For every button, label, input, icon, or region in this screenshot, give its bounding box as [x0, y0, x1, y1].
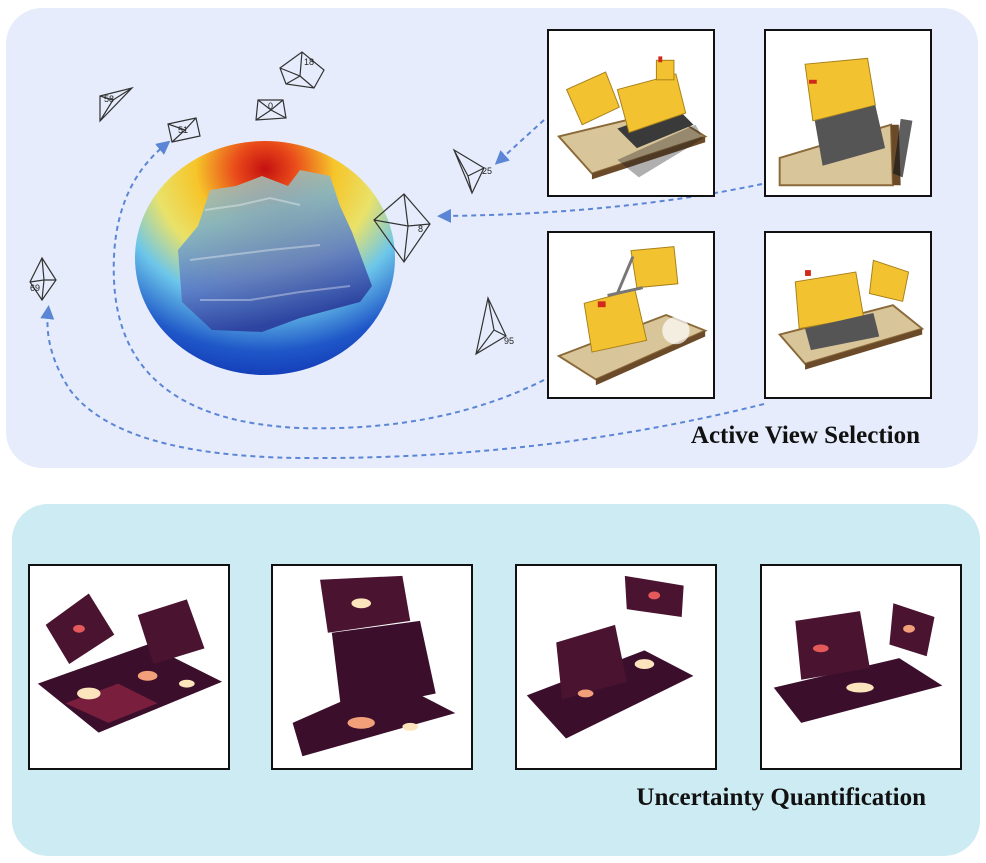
lego-bulldozer-render [777, 259, 925, 370]
camera-label: 69 [30, 283, 40, 293]
camera-icon [452, 148, 485, 195]
camera-label: 18 [304, 57, 314, 67]
lego-bulldozer-render [556, 56, 708, 180]
uncertainty-sphere [135, 141, 395, 375]
arrow-to-camera-69 [40, 305, 765, 460]
arrow-to-camera-51 [112, 140, 545, 430]
camera-icon [255, 99, 287, 121]
uncertainty-map-1 [28, 564, 230, 770]
camera-icon [29, 256, 57, 302]
camera-icon [279, 51, 325, 89]
camera-icon [373, 193, 431, 264]
camera-label: 51 [178, 125, 188, 135]
lego-bulldozer-render [778, 57, 913, 187]
camera-label: 95 [504, 336, 514, 346]
panel-title-uncertainty-quantification: Uncertainty Quantification [636, 784, 926, 811]
uncertainty-heatmap [526, 575, 694, 739]
camera-icon [167, 117, 201, 143]
camera-label: 58 [104, 94, 114, 104]
panel-title-active-view-selection: Active View Selection [690, 422, 920, 449]
uncertainty-heatmap [773, 603, 943, 723]
camera-label: 0 [268, 101, 273, 111]
camera-icon [99, 86, 134, 123]
uncertainty-heatmap [292, 575, 456, 757]
selection-arrows [40, 119, 765, 460]
uncertainty-map-4 [760, 564, 962, 770]
arrow-to-camera-25 [494, 119, 545, 165]
candidate-view-3 [547, 231, 715, 399]
candidate-view-4 [764, 231, 932, 399]
uncertainty-map-2 [271, 564, 473, 770]
camera-frustums [29, 51, 507, 356]
camera-label: 25 [482, 166, 492, 176]
arrow-to-camera-8 [437, 183, 763, 223]
candidate-view-1 [547, 29, 715, 197]
uncertainty-map-3 [515, 564, 717, 770]
uncertainty-heatmap [37, 593, 223, 733]
camera-icon [475, 296, 507, 356]
candidate-view-2 [764, 29, 932, 197]
lego-bulldozer-render [556, 246, 708, 386]
camera-label: 8 [418, 224, 423, 234]
